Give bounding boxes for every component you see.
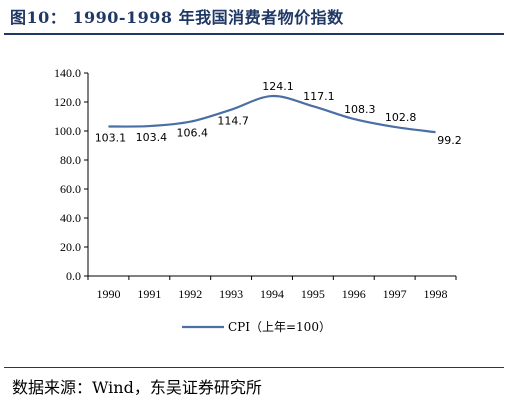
x-tick-label: 1998 xyxy=(424,287,448,301)
source-rule xyxy=(4,367,504,368)
data-label: 103.1 xyxy=(95,132,127,145)
y-tick-label: 40.0 xyxy=(60,211,81,225)
y-tick-label: 120.0 xyxy=(54,95,81,109)
y-tick-label: 140.0 xyxy=(54,66,81,80)
y-tick-label: 60.0 xyxy=(60,182,81,196)
x-tick-label: 1992 xyxy=(178,287,202,301)
y-tick-label: 0.0 xyxy=(66,269,81,283)
x-tick-label: 1997 xyxy=(383,287,407,301)
x-tick-label: 1994 xyxy=(260,287,284,301)
data-label: 99.2 xyxy=(437,134,462,147)
x-tick-label: 1991 xyxy=(137,287,161,301)
x-tick-group: 1990 1991 1992 1993 1994 1995 1996 1997 1998 xyxy=(87,276,457,301)
data-label: 124.1 xyxy=(262,80,294,93)
data-label: 103.4 xyxy=(136,131,168,144)
figure-title: 图10： 1990-1998 年我国消费者物价指数 xyxy=(10,8,344,27)
legend-label: CPI（上年=100） xyxy=(228,320,331,334)
data-label-group: 103.1 103.4 106.4 114.7 124.1 117.1 108.3 102.8… xyxy=(95,80,462,147)
data-label: 117.1 xyxy=(303,90,335,103)
legend: CPI（上年=100） xyxy=(182,320,331,334)
x-tick-label: 1995 xyxy=(301,287,325,301)
data-label: 102.8 xyxy=(385,111,417,124)
x-tick-label: 1993 xyxy=(219,287,243,301)
data-label: 106.4 xyxy=(176,127,208,140)
y-tick-label: 20.0 xyxy=(60,240,81,254)
y-tick-label: 100.0 xyxy=(54,124,81,138)
y-tick-label: 80.0 xyxy=(60,153,81,167)
title-rule xyxy=(4,33,504,35)
data-label: 114.7 xyxy=(217,115,249,128)
source-note: 数据来源：Wind，东吴证券研究所 xyxy=(12,378,262,397)
x-tick-label: 1996 xyxy=(342,287,366,301)
data-label: 108.3 xyxy=(344,103,376,116)
x-tick-label: 1990 xyxy=(96,287,120,301)
y-tick-group: 0.0 20.0 40.0 60.0 80.0 100.0 120.0 140.0 xyxy=(54,66,88,283)
cpi-series-line xyxy=(108,94,436,134)
